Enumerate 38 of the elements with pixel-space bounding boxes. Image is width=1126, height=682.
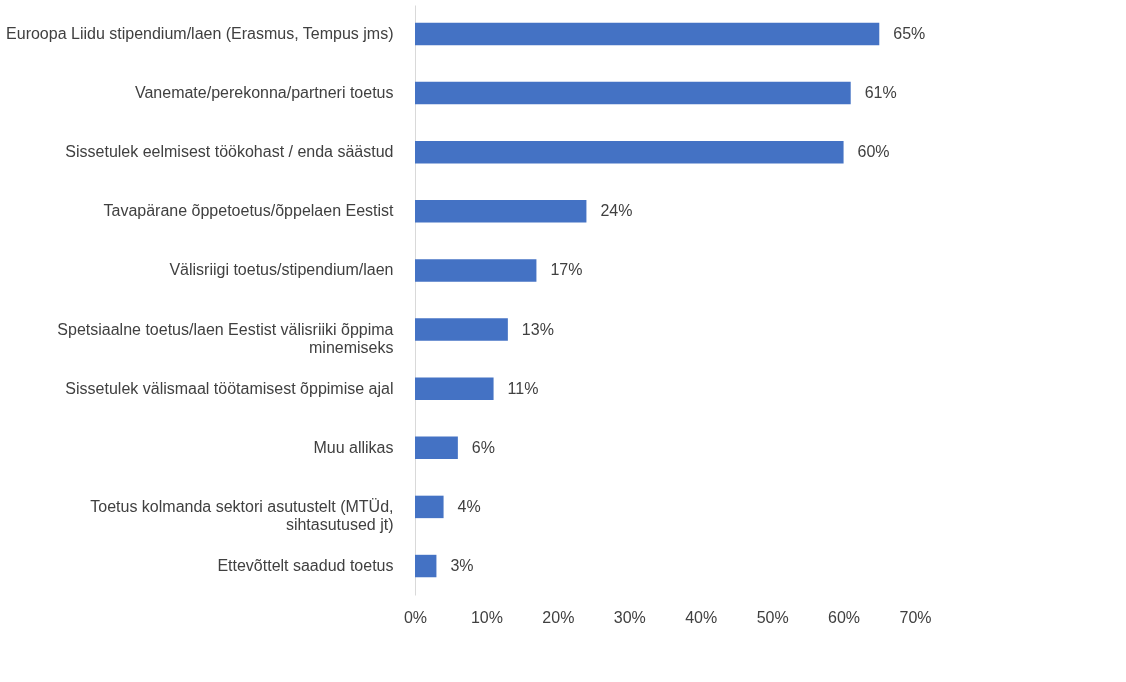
x-tick-label: 0% bbox=[403, 608, 428, 626]
x-tick-label: 50% bbox=[756, 608, 789, 626]
bar bbox=[415, 200, 587, 223]
x-tick-label: 70% bbox=[899, 608, 932, 626]
data-label: 60% bbox=[857, 143, 890, 161]
bar bbox=[415, 495, 444, 519]
x-tick-label: 20% bbox=[542, 608, 575, 626]
y-tick-label: Tavapärane õppetoetus/õppelaen Eestist bbox=[103, 202, 395, 220]
x-tick-label: 30% bbox=[613, 608, 646, 626]
x-tick-label: 60% bbox=[828, 608, 861, 626]
x-tick-label: 40% bbox=[685, 608, 718, 626]
bar bbox=[415, 554, 437, 578]
bar bbox=[415, 22, 880, 46]
y-tick-label: Toetus kolmanda sektori asutustelt (MTÜd, sihtasutused jt) bbox=[90, 497, 394, 533]
y-tick-label: Euroopa Liidu stipendium/laen (Erasmus, Tempus jms) bbox=[6, 24, 394, 42]
bar bbox=[415, 436, 458, 460]
y-tick-label: Sissetulek välismaal töötamisest õppimise ajal bbox=[65, 379, 394, 397]
bar bbox=[415, 140, 844, 164]
y-tick-label: Vanemate/perekonna/partneri toetus bbox=[134, 84, 394, 102]
bar bbox=[415, 377, 494, 400]
bar bbox=[415, 81, 851, 105]
data-label: 6% bbox=[471, 438, 495, 456]
y-tick-label: Muu allikas bbox=[313, 438, 394, 456]
bar bbox=[415, 259, 537, 282]
y-tick-label: Välisriigi toetus/stipendium/laen bbox=[169, 261, 394, 279]
bar bbox=[415, 318, 508, 341]
data-label: 65% bbox=[893, 24, 926, 42]
data-label: 24% bbox=[600, 202, 633, 220]
y-tick-label: Sissetulek eelmisest töökohast / enda säästud bbox=[65, 143, 394, 161]
data-label: 4% bbox=[457, 497, 481, 515]
data-label: 17% bbox=[550, 261, 583, 279]
data-label: 13% bbox=[521, 320, 554, 338]
data-label: 61% bbox=[864, 84, 897, 102]
data-label: 3% bbox=[450, 557, 474, 575]
y-tick-label: Spetsiaalne toetus/laen Eestist välisriiki õppima minemiseks bbox=[57, 320, 394, 356]
x-tick-label: 10% bbox=[470, 608, 503, 626]
data-label: 11% bbox=[507, 379, 539, 397]
y-tick-label: Ettevõttelt saadud toetus bbox=[217, 557, 394, 575]
